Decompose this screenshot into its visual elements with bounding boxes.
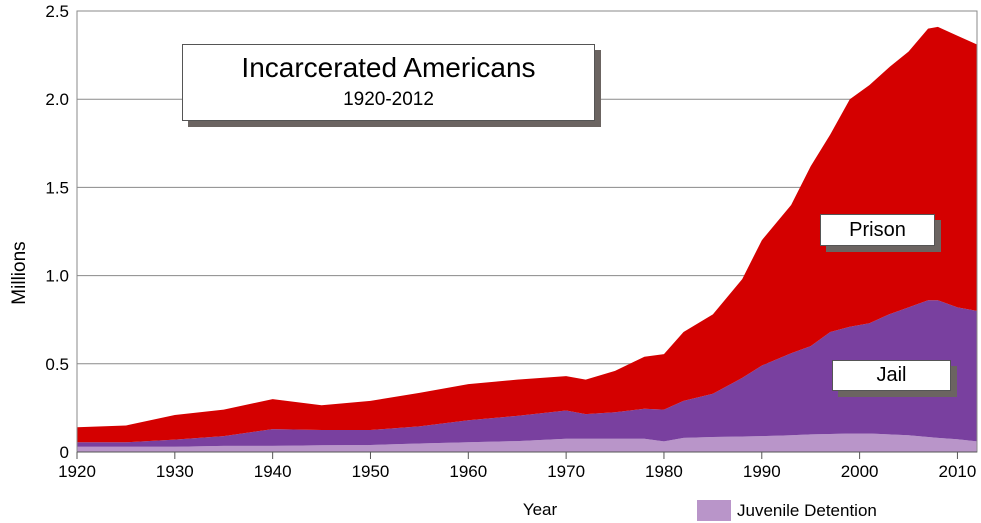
- jail-label: Jail: [832, 360, 951, 391]
- x-tick-label: 2000: [841, 462, 879, 481]
- chart-title: Incarcerated Americans: [241, 52, 536, 83]
- y-tick-label: 1.5: [45, 178, 69, 197]
- area-prison: [77, 26, 977, 443]
- y-tick-label: 0: [60, 443, 69, 462]
- x-axis-label: Year: [522, 500, 558, 519]
- x-tick-label: 1990: [743, 462, 781, 481]
- y-tick-label: 2.5: [45, 2, 69, 21]
- x-tick-label: 1920: [58, 462, 96, 481]
- prison-label: Prison: [820, 214, 935, 246]
- x-tick-label: 1970: [547, 462, 585, 481]
- x-tick-label: 1960: [449, 462, 487, 481]
- y-axis-label: Millions: [9, 241, 30, 305]
- axes: 0 0.5 1.0 1.5 2.0 2.5 1920 1930 1940 1950 1960 1970…: [45, 2, 978, 481]
- areas: [77, 26, 977, 452]
- legend-swatch-juvenile: [697, 500, 731, 521]
- y-tick-label: 2.0: [45, 90, 69, 109]
- y-tick-label: 0.5: [45, 355, 69, 374]
- area-jail: [77, 300, 977, 447]
- x-tick-label: 1930: [156, 462, 194, 481]
- chart-subtitle: 1920-2012: [343, 89, 434, 110]
- x-tick-label: 1950: [352, 462, 390, 481]
- x-tick-label: 1940: [254, 462, 292, 481]
- x-tick-label: 2010: [939, 462, 977, 481]
- x-tick-label: 1980: [645, 462, 683, 481]
- area-juvenile-detention: [77, 433, 977, 452]
- legend-label-juvenile: Juvenile Detention: [737, 500, 877, 520]
- legend: Juvenile Detention: [697, 500, 877, 521]
- title-box: Incarcerated Americans 1920-2012: [182, 44, 595, 121]
- y-tick-label: 1.0: [45, 267, 69, 286]
